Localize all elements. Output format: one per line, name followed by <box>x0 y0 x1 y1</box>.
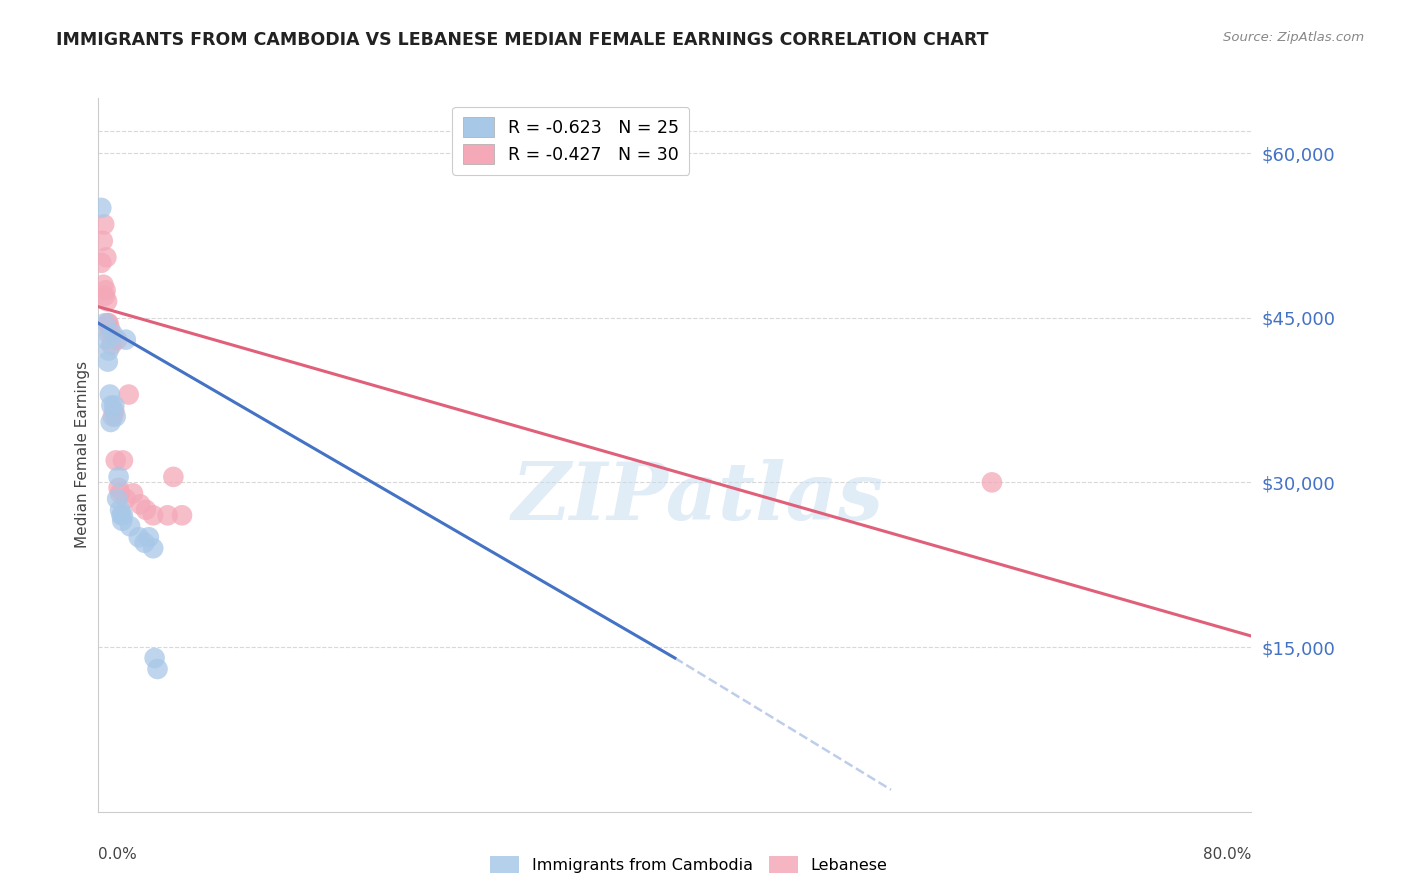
Point <box>108 503 131 517</box>
Point <box>156 508 179 523</box>
Point <box>100 338 122 352</box>
Point <box>107 470 129 484</box>
Point <box>105 333 128 347</box>
Point <box>114 491 136 506</box>
Point <box>94 289 117 303</box>
Point <box>135 503 157 517</box>
Point <box>107 481 129 495</box>
Point <box>103 399 125 413</box>
Text: Source: ZipAtlas.com: Source: ZipAtlas.com <box>1223 31 1364 45</box>
Point <box>170 508 193 523</box>
Point <box>104 453 127 467</box>
Point <box>101 409 124 424</box>
Point <box>98 327 121 342</box>
Point <box>111 508 134 523</box>
Point <box>142 508 165 523</box>
Point <box>94 283 117 297</box>
Point <box>143 651 166 665</box>
Point <box>981 475 1004 490</box>
Point <box>111 514 134 528</box>
Y-axis label: Median Female Earnings: Median Female Earnings <box>75 361 90 549</box>
Point <box>94 316 117 330</box>
Point <box>96 294 118 309</box>
Point <box>97 316 120 330</box>
Point <box>100 399 122 413</box>
Point <box>114 333 136 347</box>
Text: IMMIGRANTS FROM CAMBODIA VS LEBANESE MEDIAN FEMALE EARNINGS CORRELATION CHART: IMMIGRANTS FROM CAMBODIA VS LEBANESE MED… <box>56 31 988 49</box>
Point <box>97 343 120 358</box>
Point <box>138 530 160 544</box>
Point <box>91 234 114 248</box>
Legend: Immigrants from Cambodia, Lebanese: Immigrants from Cambodia, Lebanese <box>484 849 894 880</box>
Point <box>101 327 124 342</box>
Point <box>97 354 120 368</box>
Point <box>105 491 128 506</box>
Legend: R = -0.623   N = 25, R = -0.427   N = 30: R = -0.623 N = 25, R = -0.427 N = 30 <box>453 107 689 175</box>
Point <box>96 250 118 264</box>
Point <box>129 497 152 511</box>
Point <box>110 508 132 523</box>
Point <box>122 486 145 500</box>
Point <box>98 387 121 401</box>
Text: ZIPatlas: ZIPatlas <box>512 459 884 536</box>
Point <box>128 530 150 544</box>
Point <box>90 201 112 215</box>
Point <box>111 453 134 467</box>
Point <box>93 277 115 292</box>
Point <box>97 316 120 330</box>
Point <box>142 541 165 556</box>
Point <box>146 662 169 676</box>
Point <box>103 404 125 418</box>
Point <box>120 519 142 533</box>
Text: 0.0%: 0.0% <box>98 847 138 863</box>
Point <box>96 333 118 347</box>
Point <box>100 415 122 429</box>
Point <box>90 256 112 270</box>
Text: 80.0%: 80.0% <box>1204 847 1251 863</box>
Point <box>162 470 184 484</box>
Point <box>104 409 127 424</box>
Point <box>93 218 115 232</box>
Point <box>118 387 141 401</box>
Point <box>134 535 156 549</box>
Point <box>98 321 121 335</box>
Point <box>108 486 131 500</box>
